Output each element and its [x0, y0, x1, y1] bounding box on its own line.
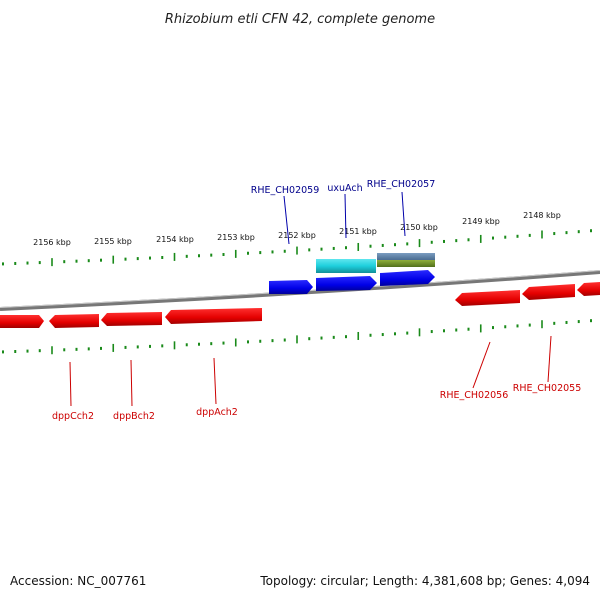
page-title: Rhizobium etli CFN 42, complete genome [165, 12, 435, 27]
gene-arrow-rhe-ch02056[interactable] [455, 290, 520, 306]
cds-feature-rhe-ch02057-bottom[interactable] [377, 260, 435, 267]
gene-label-uxuach[interactable]: uxuAch [327, 183, 362, 194]
genome-summary-text: Topology: circular; Length: 4,381,608 bp… [259, 574, 590, 588]
cds-feature-rhe-ch02057-top[interactable] [377, 253, 435, 260]
label-leaders [69, 191, 552, 407]
gene-arrow-next[interactable] [577, 282, 600, 296]
gene-arrow-rhe-ch02057[interactable] [380, 270, 435, 286]
leader-rhe-ch02056 [472, 341, 491, 389]
scale-label: 2148 kbp [523, 211, 561, 220]
gene-arrow-rhe-ch02059[interactable] [269, 280, 313, 294]
reverse-genes [0, 282, 600, 328]
scale-label: 2151 kbp [339, 227, 377, 236]
forward-genes [269, 270, 435, 294]
gene-arrow-uxuach[interactable] [316, 276, 377, 291]
forward-cds-features [316, 253, 435, 273]
gene-label-dppach2[interactable]: dppAch2 [196, 407, 238, 418]
scale-label: 2155 kbp [94, 237, 132, 246]
gene-arrow-dppbch2[interactable] [49, 314, 99, 328]
inner-scale-ticks [2, 319, 592, 355]
gene-arrow-dppach2-b[interactable] [165, 308, 262, 324]
scale-label: 2156 kbp [33, 238, 71, 247]
outer-scale-ticks [2, 229, 592, 267]
leader-dppach2 [213, 357, 217, 405]
leader-rhe-ch02055 [547, 335, 552, 383]
leader-rhe-ch02057 [401, 191, 406, 237]
gene-label-rhe-ch02056[interactable]: RHE_CH02056 [440, 390, 509, 401]
leader-rhe-ch02059 [283, 195, 290, 245]
leader-dppbch2 [130, 359, 133, 407]
gene-label-rhe-ch02059[interactable]: RHE_CH02059 [251, 185, 320, 196]
scale-label: 2150 kbp [400, 223, 438, 232]
gene-label-rhe-ch02057[interactable]: RHE_CH02057 [367, 179, 436, 190]
gene-label-dppbch2[interactable]: dppBch2 [113, 411, 155, 422]
gene-arrow-dppcch2[interactable] [0, 315, 44, 328]
leader-dppcch2 [69, 361, 72, 407]
cds-feature-uxuach[interactable] [316, 259, 376, 273]
gene-label-dppcch2[interactable]: dppCch2 [52, 411, 94, 422]
scale-label: 2152 kbp [278, 231, 316, 240]
gene-arrow-dppach2[interactable] [101, 312, 162, 326]
scale-labels: 2156 kbp 2155 kbp 2154 kbp 2153 kbp 2152… [33, 211, 561, 247]
gene-arrow-rhe-ch02055[interactable] [522, 284, 575, 300]
accession-text: Accession: NC_007761 [10, 574, 146, 588]
scale-label: 2153 kbp [217, 233, 255, 242]
scale-label: 2149 kbp [462, 217, 500, 226]
gene-label-rhe-ch02055[interactable]: RHE_CH02055 [513, 383, 582, 394]
gene-labels: RHE_CH02059 uxuAch RHE_CH02057 dppCch2 d… [52, 179, 581, 422]
leader-uxuach [344, 193, 347, 239]
scale-label: 2154 kbp [156, 235, 194, 244]
